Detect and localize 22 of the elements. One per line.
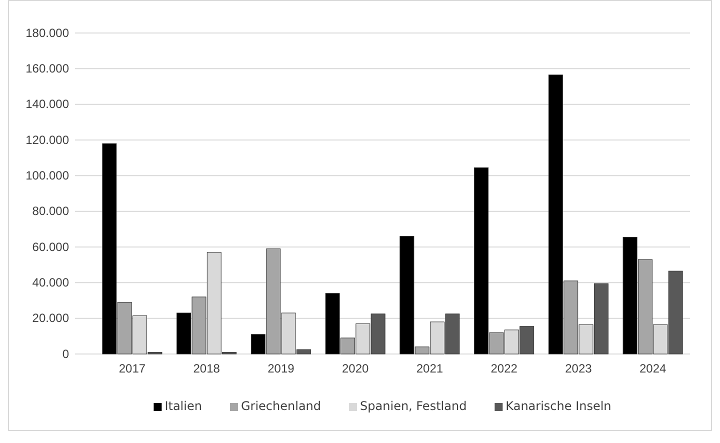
x-tick-label: 2024 — [639, 362, 666, 376]
y-tick-label: 140.000 — [26, 97, 70, 112]
legend-label: Spanien, Festland — [360, 399, 467, 413]
y-tick-label: 80.000 — [32, 204, 70, 218]
y-tick-label: 20.000 — [32, 311, 70, 326]
y-tick-label: 0 — [62, 346, 70, 361]
y-tick-label: 40.000 — [32, 276, 70, 290]
x-tick-label: 2021 — [416, 362, 444, 376]
y-tick-label: 120.000 — [26, 132, 70, 147]
x-tick-label: 2017 — [118, 362, 146, 376]
x-tick-label: 2023 — [565, 362, 592, 376]
legend-label: Kanarische Inseln — [506, 399, 612, 413]
y-tick-label: 160.000 — [26, 62, 70, 76]
y-tick-label: 100.000 — [26, 168, 70, 183]
x-tick-label: 2018 — [193, 362, 220, 376]
y-tick-label: 180.000 — [26, 26, 70, 40]
x-tick-label: 2022 — [490, 362, 518, 376]
legend-label: Griechenland — [240, 399, 322, 413]
x-tick-label: 2019 — [268, 362, 295, 376]
legend-label: Italien — [164, 399, 202, 413]
y-tick-label: 60.000 — [32, 240, 70, 254]
x-tick-label: 2020 — [342, 362, 369, 376]
